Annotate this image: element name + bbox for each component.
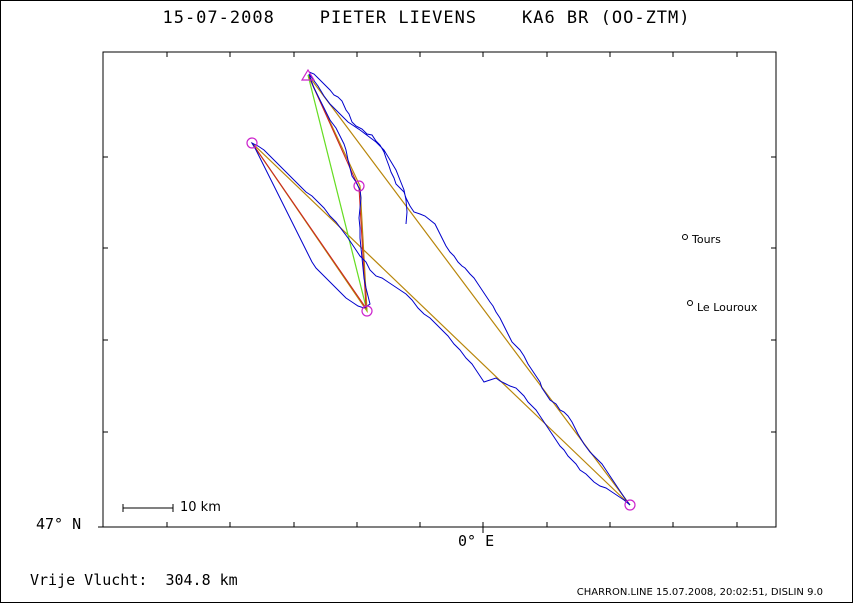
free-flight-distance: Vrije Vlucht: 304.8 km [30,571,238,589]
place-marker-le-louroux [687,300,693,306]
map-title: 15-07-2008 PIETER LIEVENS KA6 BR (OO-ZTM… [162,8,691,28]
turnpoint-marker [361,305,373,317]
place-label-tours: Tours [692,233,721,246]
task-line-main [251,74,631,506]
turnpoint-marker [624,499,636,511]
place-marker-tours [682,234,688,240]
longitude-label: 0° E [458,532,495,550]
turnpoint-marker [353,180,365,192]
turnpoints [246,68,636,511]
footer-info: CHARRON.LINE 15.07.2008, 20:02:51, DISLI… [576,587,823,598]
turnpoint-marker [246,137,258,149]
map-frame [102,51,777,528]
place-label-le-louroux: Le Louroux [697,301,758,314]
closing-line [307,74,368,312]
scale-bar [122,504,174,512]
frame-ticks [98,52,776,533]
start-triangle-marker [300,68,316,81]
scale-label: 10 km [180,500,221,515]
latitude-label: 47° N [36,515,82,533]
task-lines [251,74,631,506]
route-line [251,76,367,310]
flight-track [250,71,631,506]
